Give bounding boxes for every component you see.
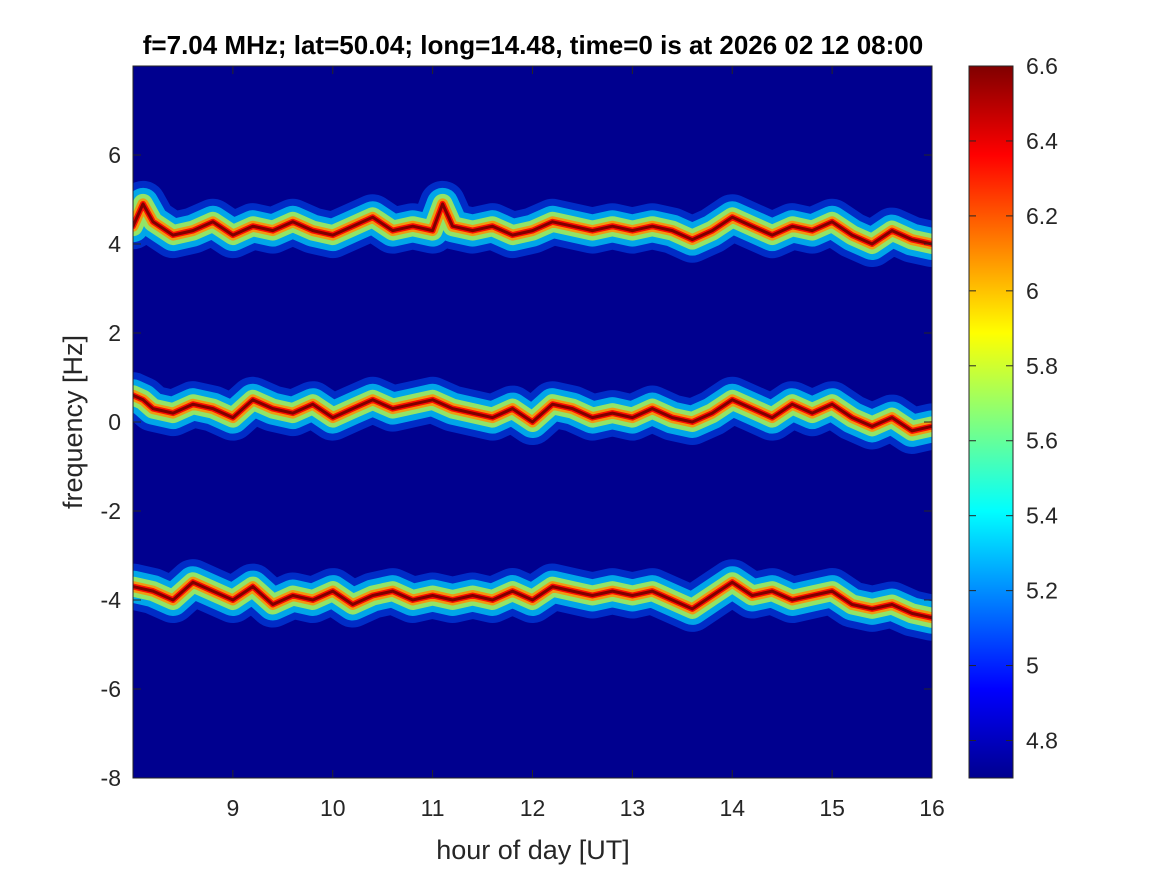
colorbar-tick-label: 4.8	[1026, 728, 1058, 754]
signal-trace-2	[133, 372, 932, 454]
x-tick-label: 10	[320, 795, 346, 821]
y-axis-ticks: -8 -6 -4 -2 0 2 4 6	[101, 142, 932, 791]
colorbar-ticks: 4.8 5 5.2 5.4 5.6 5.8 6 6.2 6.4 6.6	[969, 53, 1058, 754]
plot-area: 9 10 11 12 13 14 15 16 -8 -6 -4 -2 0 2 4 6	[101, 65, 945, 821]
x-tick-label: 11	[421, 795, 445, 821]
colorbar-tick-label: 6.6	[1026, 53, 1058, 79]
y-tick-label: 6	[108, 142, 121, 168]
colorbar-tick-label: 6	[1026, 278, 1039, 304]
colorbar-tick-label: 5.4	[1026, 503, 1058, 529]
signal-trace-1	[133, 180, 932, 267]
colorbar-tick-label: 5.6	[1026, 428, 1058, 454]
colorbar-tick-label: 5.8	[1026, 353, 1058, 379]
y-tick-label: 0	[108, 409, 121, 435]
x-tick-label: 16	[919, 795, 945, 821]
x-tick-label: 15	[819, 795, 845, 821]
heatmap-layer	[133, 180, 932, 641]
y-tick-label: -6	[101, 676, 121, 702]
colorbar-tick-label: 5	[1026, 653, 1039, 679]
x-axis-label: hour of day [UT]	[436, 835, 630, 865]
colorbar-tick-label: 5.2	[1026, 578, 1058, 604]
x-tick-label: 14	[719, 795, 745, 821]
colorbar-gradient	[968, 65, 1014, 779]
x-tick-label: 9	[226, 795, 239, 821]
colorbar-tick-label: 6.4	[1026, 128, 1058, 154]
y-axis-label: frequency [Hz]	[58, 335, 88, 509]
y-tick-label: -4	[101, 587, 122, 613]
signal-trace-3	[133, 559, 932, 641]
trace-1-level-6	[133, 202, 932, 246]
x-tick-label: 12	[520, 795, 546, 821]
trace-3-level-6	[133, 580, 932, 620]
y-tick-label: 2	[108, 320, 121, 346]
y-tick-label: -8	[101, 765, 121, 791]
x-tick-label: 13	[620, 795, 646, 821]
y-tick-label: -2	[101, 498, 121, 524]
x-axis-ticks: 9 10 11 12 13 14 15 16	[226, 66, 945, 821]
colorbar-tick-label: 6.2	[1026, 203, 1058, 229]
chart-title: f=7.04 MHz; lat=50.04; long=14.48, time=…	[143, 30, 923, 60]
trace-2-level-6	[133, 393, 932, 433]
y-tick-label: 4	[108, 231, 121, 257]
colorbar: 4.8 5 5.2 5.4 5.6 5.8 6 6.2 6.4 6.6	[968, 53, 1058, 779]
